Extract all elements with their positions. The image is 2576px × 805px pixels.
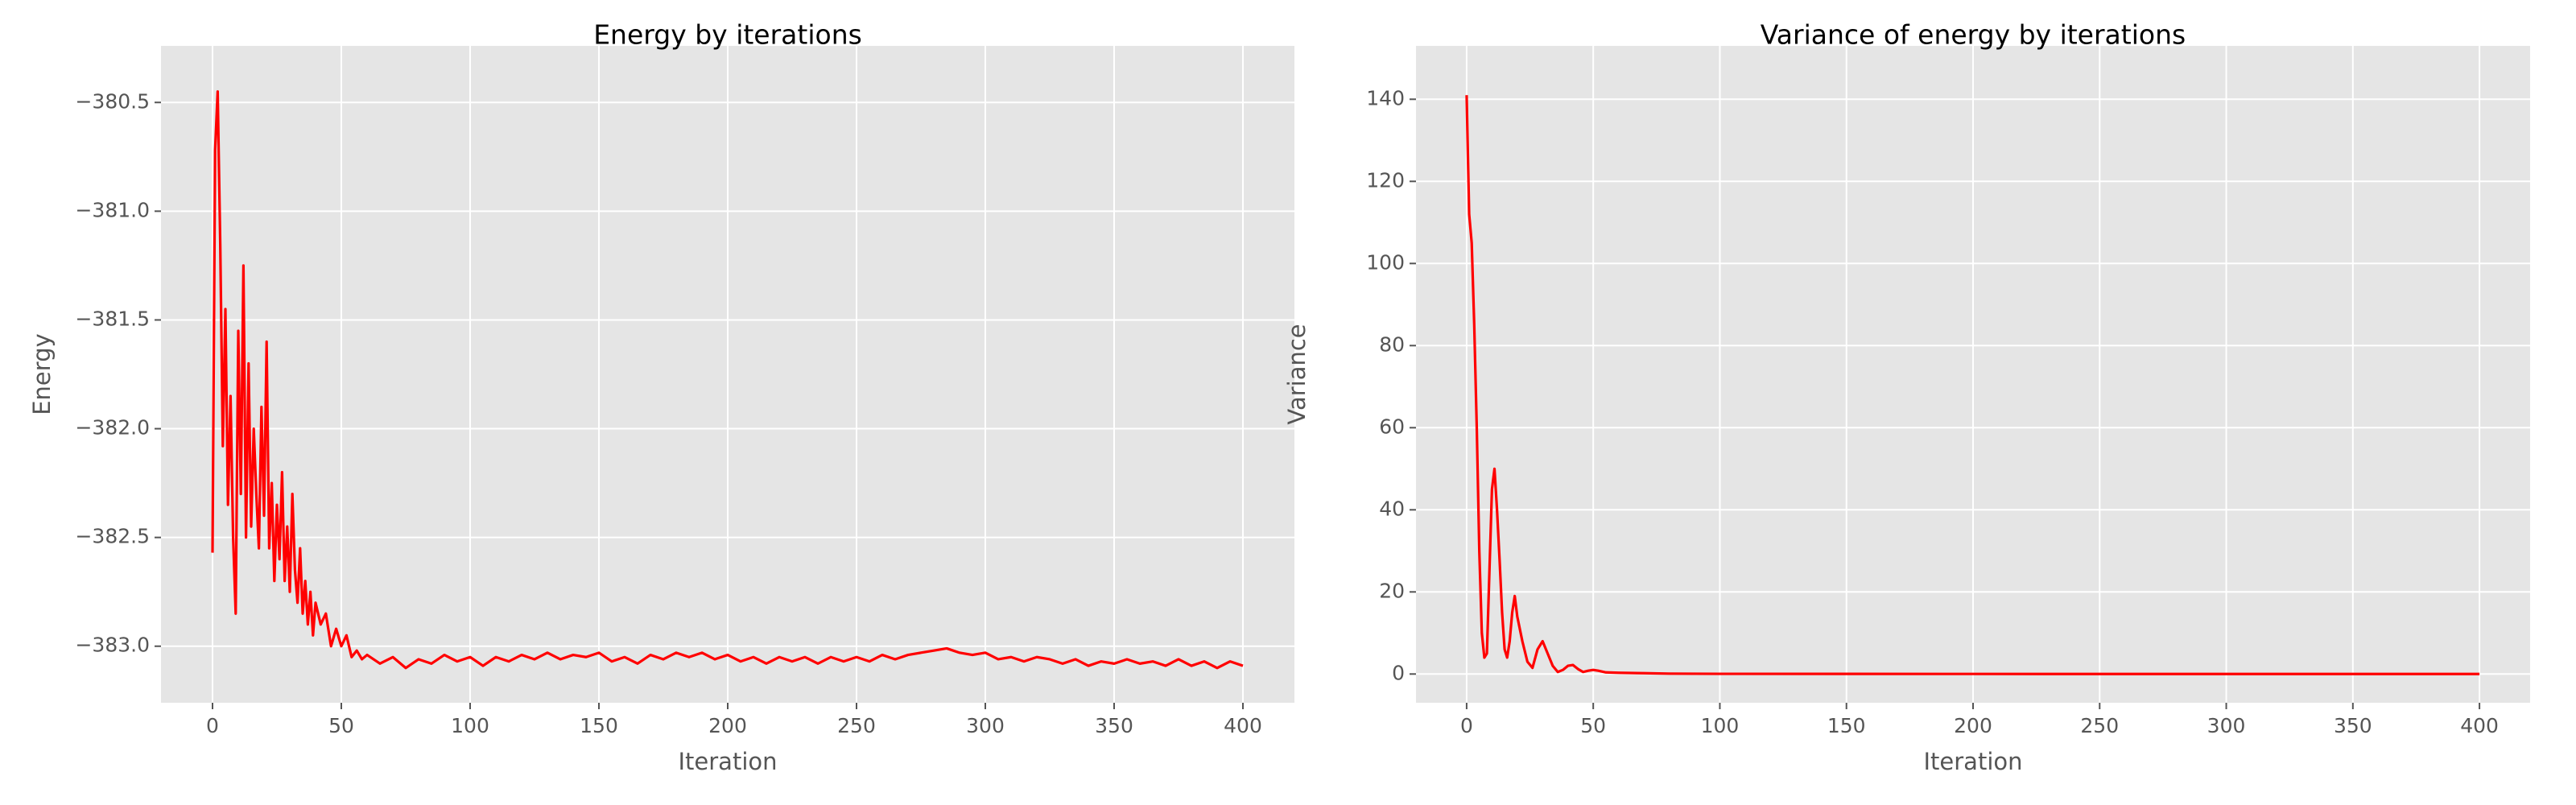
y-tick-label: 120	[1366, 168, 1405, 192]
data-line	[1465, 95, 2480, 675]
y-tick-label: 140	[1366, 86, 1405, 109]
subplot: 0 20 40 60 80 100 120 140 0 50 100 150 200 250 300 350 4…	[1283, 19, 2530, 775]
x-tick-label: 150	[1827, 714, 1866, 737]
y-tick-label: −382.5	[75, 525, 150, 548]
y-tick-label: −382.0	[75, 416, 150, 440]
x-tick-label: 300	[966, 714, 1005, 737]
y-tick-label: −383.0	[75, 634, 150, 657]
x-tick-label: 400	[1224, 714, 1262, 737]
x-tick-label: 100	[451, 714, 489, 737]
chart-title: Energy by iterations	[593, 19, 862, 51]
x-tick-label: 200	[708, 714, 747, 737]
y-tick-label: 20	[1379, 579, 1405, 602]
y-tick-label: −380.5	[75, 89, 150, 113]
y-tick-label: −381.5	[75, 307, 150, 330]
y-tick-label: 80	[1379, 332, 1405, 356]
x-tick-label: 400	[2460, 714, 2499, 737]
x-tick-label: 250	[837, 714, 876, 737]
y-axis-label: Energy	[28, 333, 56, 415]
x-axis-label: Iteration	[678, 748, 777, 775]
x-tick-label: 300	[2207, 714, 2246, 737]
x-tick-label: 350	[2334, 714, 2372, 737]
x-tick-label: 0	[206, 714, 219, 737]
x-axis-label: Iteration	[1923, 748, 2022, 775]
subplot: −383.0 −382.5 −382.0 −381.5 −381.0 −380.5 0 50 1…	[28, 19, 1294, 775]
x-tick-label: 150	[580, 714, 618, 737]
x-tick-label: 350	[1095, 714, 1133, 737]
y-axis-label: Variance	[1283, 324, 1311, 424]
y-tick-label: 60	[1379, 415, 1405, 438]
y-tick-label: −381.0	[75, 198, 150, 221]
y-tick-label: 40	[1379, 497, 1405, 520]
x-tick-label: 250	[2080, 714, 2119, 737]
y-tick-label: 100	[1366, 250, 1405, 274]
x-tick-label: 0	[1460, 714, 1473, 737]
x-tick-label: 200	[1954, 714, 1992, 737]
x-tick-label: 50	[1580, 714, 1606, 737]
x-tick-label: 50	[328, 714, 354, 737]
chart-title: Variance of energy by iterations	[1761, 19, 2186, 51]
data-line	[211, 90, 1244, 670]
x-tick-label: 100	[1701, 714, 1740, 737]
y-tick-label: 0	[1392, 661, 1405, 684]
